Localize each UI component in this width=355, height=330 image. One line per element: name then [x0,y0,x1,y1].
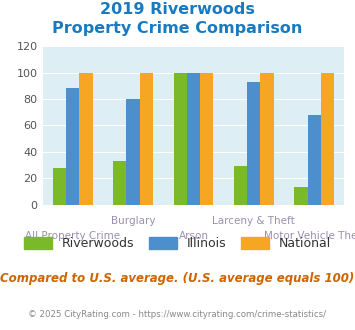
Text: 2019 Riverwoods: 2019 Riverwoods [100,2,255,16]
Bar [307,115,321,205]
Bar [261,73,274,205]
Bar [66,88,80,205]
Bar [247,82,261,205]
Text: Arson: Arson [179,231,208,241]
Bar [200,73,213,205]
Bar [187,73,200,205]
Bar [140,73,153,205]
Legend: Riverwoods, Illinois, National: Riverwoods, Illinois, National [19,232,336,255]
Text: All Property Crime: All Property Crime [25,231,120,241]
Text: © 2025 CityRating.com - https://www.cityrating.com/crime-statistics/: © 2025 CityRating.com - https://www.city… [28,310,327,319]
Text: Motor Vehicle Theft: Motor Vehicle Theft [264,231,355,241]
Text: Burglary: Burglary [111,216,155,226]
Bar [126,99,140,205]
Bar [294,187,307,205]
Bar [234,166,247,205]
Text: Larceny & Theft: Larceny & Theft [212,216,295,226]
Bar [174,73,187,205]
Text: Compared to U.S. average. (U.S. average equals 100): Compared to U.S. average. (U.S. average … [0,272,355,285]
Bar [113,161,126,205]
Bar [80,73,93,205]
Bar [321,73,334,205]
Bar [53,168,66,205]
Text: Property Crime Comparison: Property Crime Comparison [52,21,303,36]
